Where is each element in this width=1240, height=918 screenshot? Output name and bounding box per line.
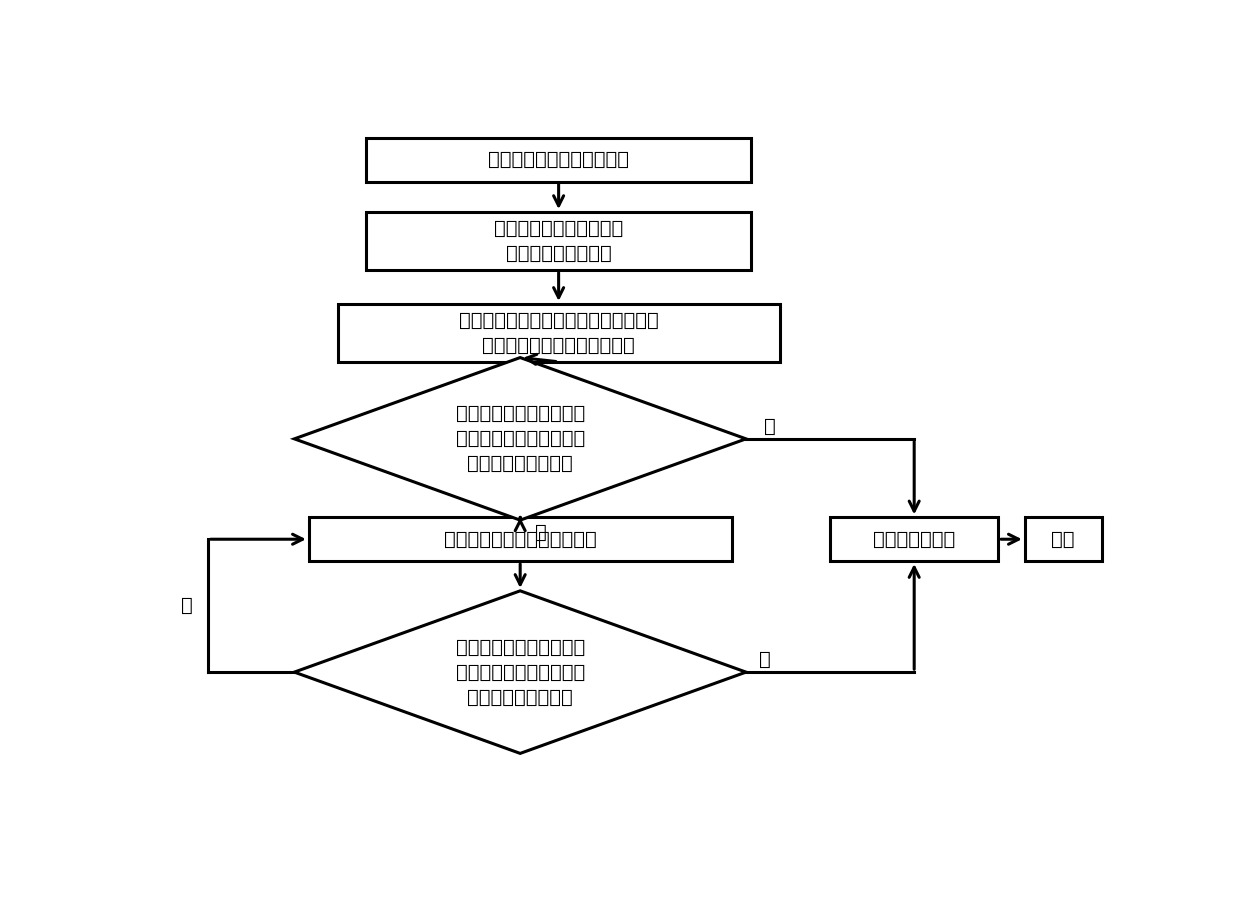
Text: 不回收能量滑行: 不回收能量滑行 [873,530,955,549]
Text: 是: 是 [181,596,192,615]
Text: 通过检测系统检测车辆与
前方车辆间的距离值: 通过检测系统检测车辆与 前方车辆间的距离值 [494,218,624,263]
Text: 结束: 结束 [1052,530,1075,549]
Text: 判断车辆的实时车速是否
大于车辆进行制动滑行能
量回收的最小车速值: 判断车辆的实时车速是否 大于车辆进行制动滑行能 量回收的最小车速值 [455,638,585,707]
Text: 计算车辆与前方车辆当前距离下进行制
动滑行能量回收的最小车速值: 计算车辆与前方车辆当前距离下进行制 动滑行能量回收的最小车速值 [459,311,658,355]
FancyBboxPatch shape [337,304,780,362]
Text: 否: 否 [764,417,776,436]
Text: 否: 否 [759,650,771,669]
FancyBboxPatch shape [1024,518,1101,561]
Text: 判断车辆的实时车速是否
大于车辆进行制动滑行能
量回收的最小车速值: 判断车辆的实时车速是否 大于车辆进行制动滑行能 量回收的最小车速值 [455,404,585,474]
FancyBboxPatch shape [367,212,751,270]
Text: 进行车辆的制动滑行能量回收: 进行车辆的制动滑行能量回收 [444,530,596,549]
FancyBboxPatch shape [367,138,751,182]
Polygon shape [294,591,746,754]
Polygon shape [294,357,746,521]
Text: 是: 是 [536,523,547,543]
FancyBboxPatch shape [830,518,998,561]
Text: 将车辆的油门踏板完全松开: 将车辆的油门踏板完全松开 [489,151,629,169]
FancyBboxPatch shape [309,518,732,561]
